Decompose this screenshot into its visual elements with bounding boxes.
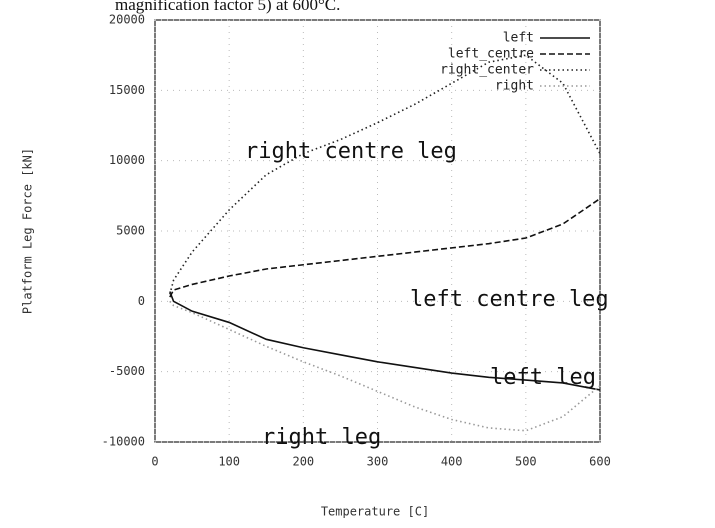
series-line [169, 54, 601, 295]
x-tick-label: 400 [441, 455, 463, 469]
y-tick-label: 5000 [116, 224, 145, 238]
y-axis-label: Platform Leg Force [kN] [21, 148, 35, 314]
legend-label: left_centre [448, 47, 534, 62]
y-tick-label: 10000 [109, 153, 145, 167]
caption: magnification factor 5) at 600°C. [115, 0, 340, 14]
annotation: right leg [262, 425, 381, 450]
y-tick-label: 20000 [109, 13, 145, 27]
series-line [169, 291, 601, 391]
y-tick-label: -5000 [109, 364, 145, 378]
legend-label: left [503, 31, 534, 46]
x-tick-label: 200 [292, 455, 314, 469]
x-tick-label: 0 [151, 455, 158, 469]
legend-label: right [495, 79, 534, 94]
y-tick-label: -10000 [102, 435, 145, 449]
y-tick-label: 15000 [109, 83, 145, 97]
annotation: left centre leg [410, 287, 609, 312]
x-tick-label: 500 [515, 455, 537, 469]
x-axis-label: Temperature [C] [321, 505, 429, 519]
x-tick-label: 600 [589, 455, 611, 469]
legend-label: right_center [440, 63, 534, 78]
x-tick-label: 300 [367, 455, 389, 469]
y-tick-label: 0 [138, 294, 145, 308]
series-line [169, 300, 601, 432]
x-tick-label: 100 [218, 455, 240, 469]
annotation: right centre leg [245, 139, 457, 164]
series-line [169, 197, 601, 298]
annotation: left leg [490, 365, 596, 390]
